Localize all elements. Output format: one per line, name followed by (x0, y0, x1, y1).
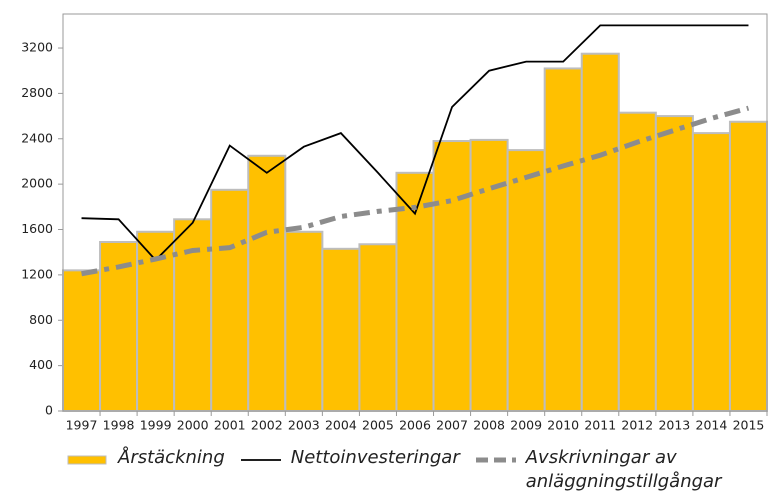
bar (580, 52, 620, 412)
y-tick-label: 1600 (21, 221, 53, 236)
bar (506, 149, 546, 412)
y-tick-label: 2000 (21, 176, 53, 191)
bar (358, 243, 398, 412)
x-tick-label: 2008 (473, 418, 505, 433)
bar (432, 140, 472, 412)
bar (691, 132, 731, 412)
legend-item: Nettoinvesteringar (239, 446, 460, 470)
bar (728, 120, 769, 412)
legend-swatch (240, 459, 281, 461)
x-tick-label: 2012 (621, 418, 653, 433)
x-tick-label: 2013 (658, 418, 690, 433)
x-tick-label: 1997 (66, 418, 98, 433)
x-tick-label: 2004 (325, 418, 357, 433)
bar (321, 247, 361, 412)
x-tick-label: 2003 (288, 418, 320, 433)
bar (247, 154, 287, 412)
bar (654, 115, 694, 412)
legend-swatch (475, 457, 516, 463)
swatch (67, 455, 107, 465)
x-tick-label: 2006 (399, 418, 431, 433)
y-tick-label: 1200 (21, 266, 53, 281)
bar (469, 138, 509, 413)
x-tick-label: 1998 (103, 418, 135, 433)
x-tick-label: 2005 (362, 418, 394, 433)
y-tick-label: 400 (29, 357, 53, 372)
x-tick-label: 2001 (214, 418, 246, 433)
bar (543, 67, 583, 413)
x-tick-label: 2000 (177, 418, 209, 433)
x-tick-label: 2007 (436, 418, 468, 433)
legend-item: Årstäckning (66, 446, 225, 470)
y-tick-label: 2400 (21, 130, 53, 145)
legend: Årstäckning Nettoinvesteringar Avskrivning… (66, 446, 766, 494)
x-tick-label: 2014 (696, 418, 728, 433)
legend-label: Årstäckning (118, 447, 225, 468)
bar (62, 269, 102, 412)
x-tick-label: 2009 (510, 418, 542, 433)
y-tick-label: 0 (45, 403, 53, 418)
legend-item: Avskrivningar av anläggningstillgångar (474, 446, 756, 494)
x-tick-label: 2011 (584, 418, 616, 433)
line (81, 24, 749, 262)
x-tick-label: 1999 (140, 418, 172, 433)
y-tick-label: 3200 (21, 40, 53, 55)
y-tick-label: 2800 (21, 85, 53, 100)
line (81, 105, 750, 277)
legend-label: Avskrivningar av anläggningstillgångar (525, 447, 722, 492)
legend-label: Nettoinvesteringar (290, 447, 460, 468)
bar (210, 188, 250, 412)
bar (617, 111, 657, 412)
x-tick-label: 2015 (733, 418, 765, 433)
x-tick-label: 2002 (251, 418, 283, 433)
legend-swatch (67, 455, 107, 465)
x-tick-label: 2010 (547, 418, 579, 433)
plot: 0 400 800 1200 1600 2000 2400 2800 3200 1997 1998 1… (21, 13, 769, 433)
y-tick-label: 800 (29, 312, 53, 327)
plot-frame (62, 13, 768, 412)
bar (284, 230, 324, 412)
